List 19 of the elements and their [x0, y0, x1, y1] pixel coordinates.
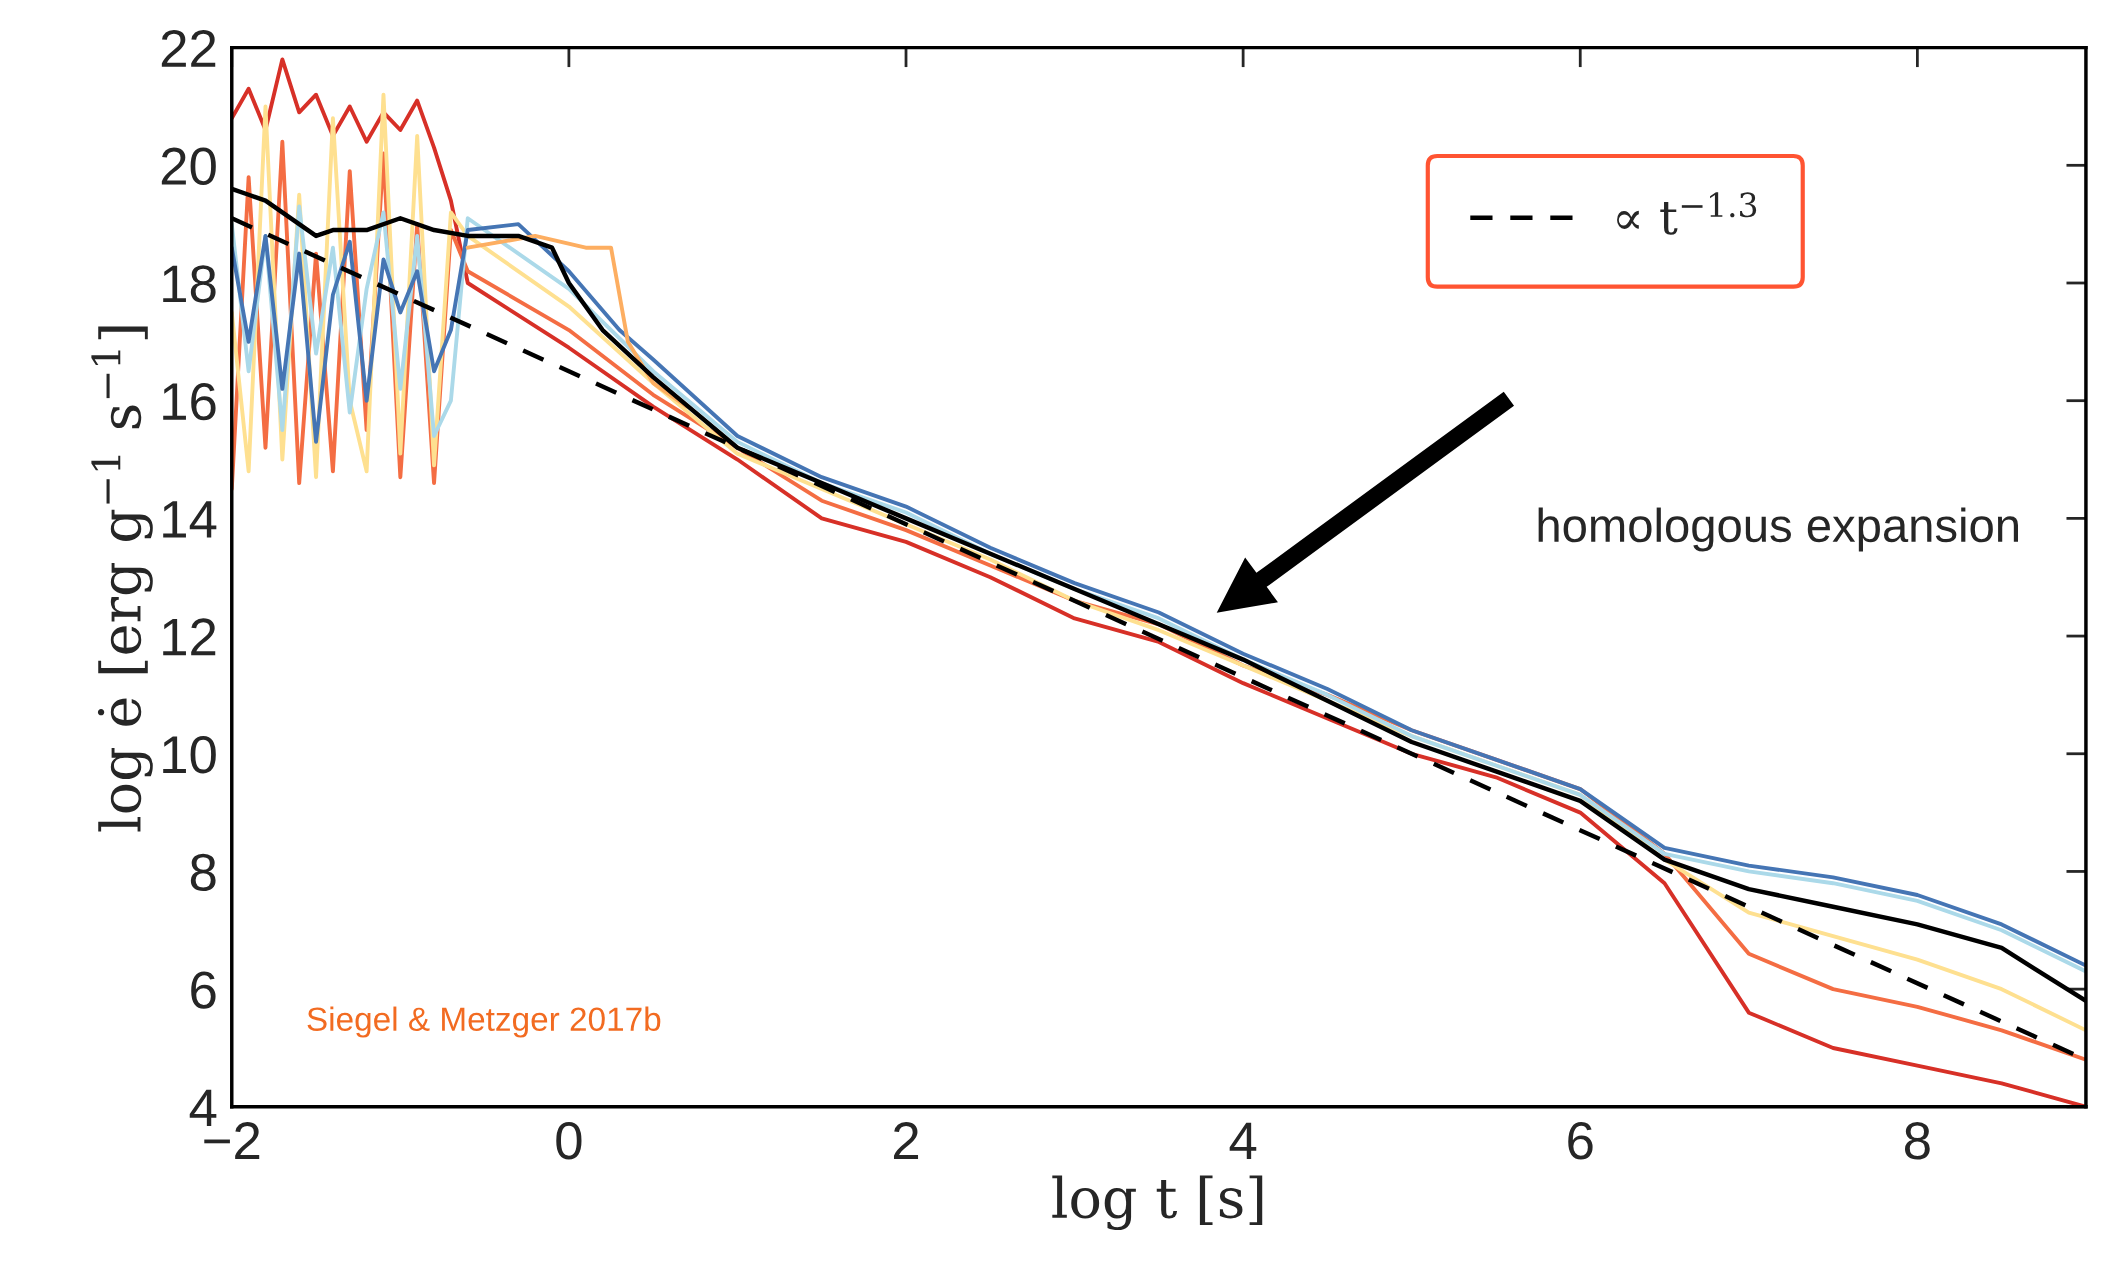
y-tick-label: 10: [163, 736, 216, 774]
x-tick-label: 2: [893, 1122, 919, 1159]
annotation: homologous expansion: [1538, 507, 2019, 552]
x-tick-label: 4: [1229, 1122, 1257, 1159]
y-tick-label: 6: [191, 971, 216, 1009]
y-tick-label: 8: [190, 853, 216, 892]
y-tick-label: 14: [163, 501, 217, 538]
y-tick-label: 12: [163, 618, 216, 656]
y-tick-label: 20: [161, 147, 216, 185]
x-axis-title: log t [s]: [1052, 1175, 1263, 1231]
annotation: Siegel & Metzger 2017b: [307, 1006, 661, 1038]
legend-label: ∝ t$^{−1.3}$: [1617, 192, 1757, 235]
x-tick-label: 6: [1568, 1122, 1593, 1160]
y-axis-title: log ė [erg g$^{−1}$ s$^{−1}$]: [91, 326, 153, 832]
x-tick-label: 8: [1904, 1122, 1930, 1160]
y-tick-label: 22: [161, 29, 216, 67]
y-tick-label: 16: [163, 382, 216, 421]
y-tick-label: 18: [163, 265, 216, 303]
x-tick-label: 0: [556, 1122, 582, 1160]
